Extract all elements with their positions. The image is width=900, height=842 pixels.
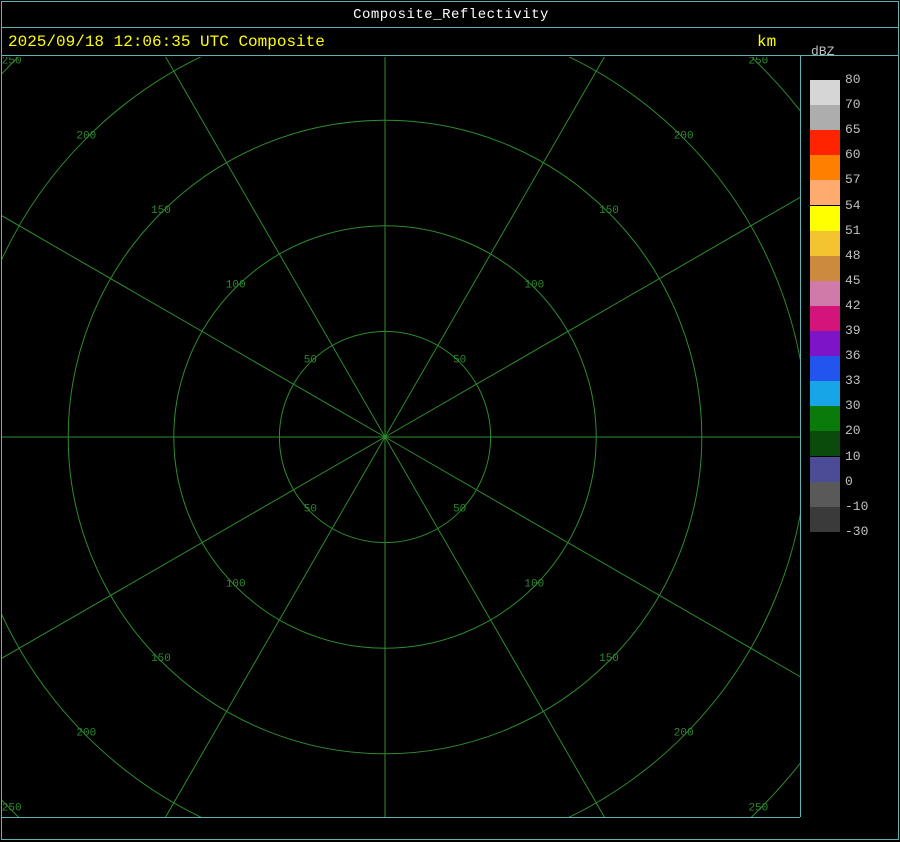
svg-text:100: 100	[524, 280, 544, 292]
svg-text:250: 250	[748, 57, 768, 68]
svg-text:100: 100	[524, 578, 544, 590]
svg-text:250: 250	[2, 802, 22, 814]
svg-text:150: 150	[599, 205, 619, 217]
svg-text:150: 150	[599, 653, 619, 665]
svg-text:50: 50	[453, 354, 466, 366]
svg-text:100: 100	[226, 280, 246, 292]
svg-text:50: 50	[453, 504, 466, 516]
svg-text:200: 200	[76, 130, 96, 142]
svg-text:250: 250	[2, 57, 22, 68]
svg-text:200: 200	[76, 728, 96, 740]
svg-text:200: 200	[674, 728, 694, 740]
svg-text:200: 200	[674, 130, 694, 142]
svg-text:150: 150	[151, 653, 171, 665]
svg-text:50: 50	[304, 504, 317, 516]
svg-text:50: 50	[304, 354, 317, 366]
svg-text:150: 150	[151, 205, 171, 217]
svg-text:250: 250	[748, 802, 768, 814]
svg-text:100: 100	[226, 578, 246, 590]
